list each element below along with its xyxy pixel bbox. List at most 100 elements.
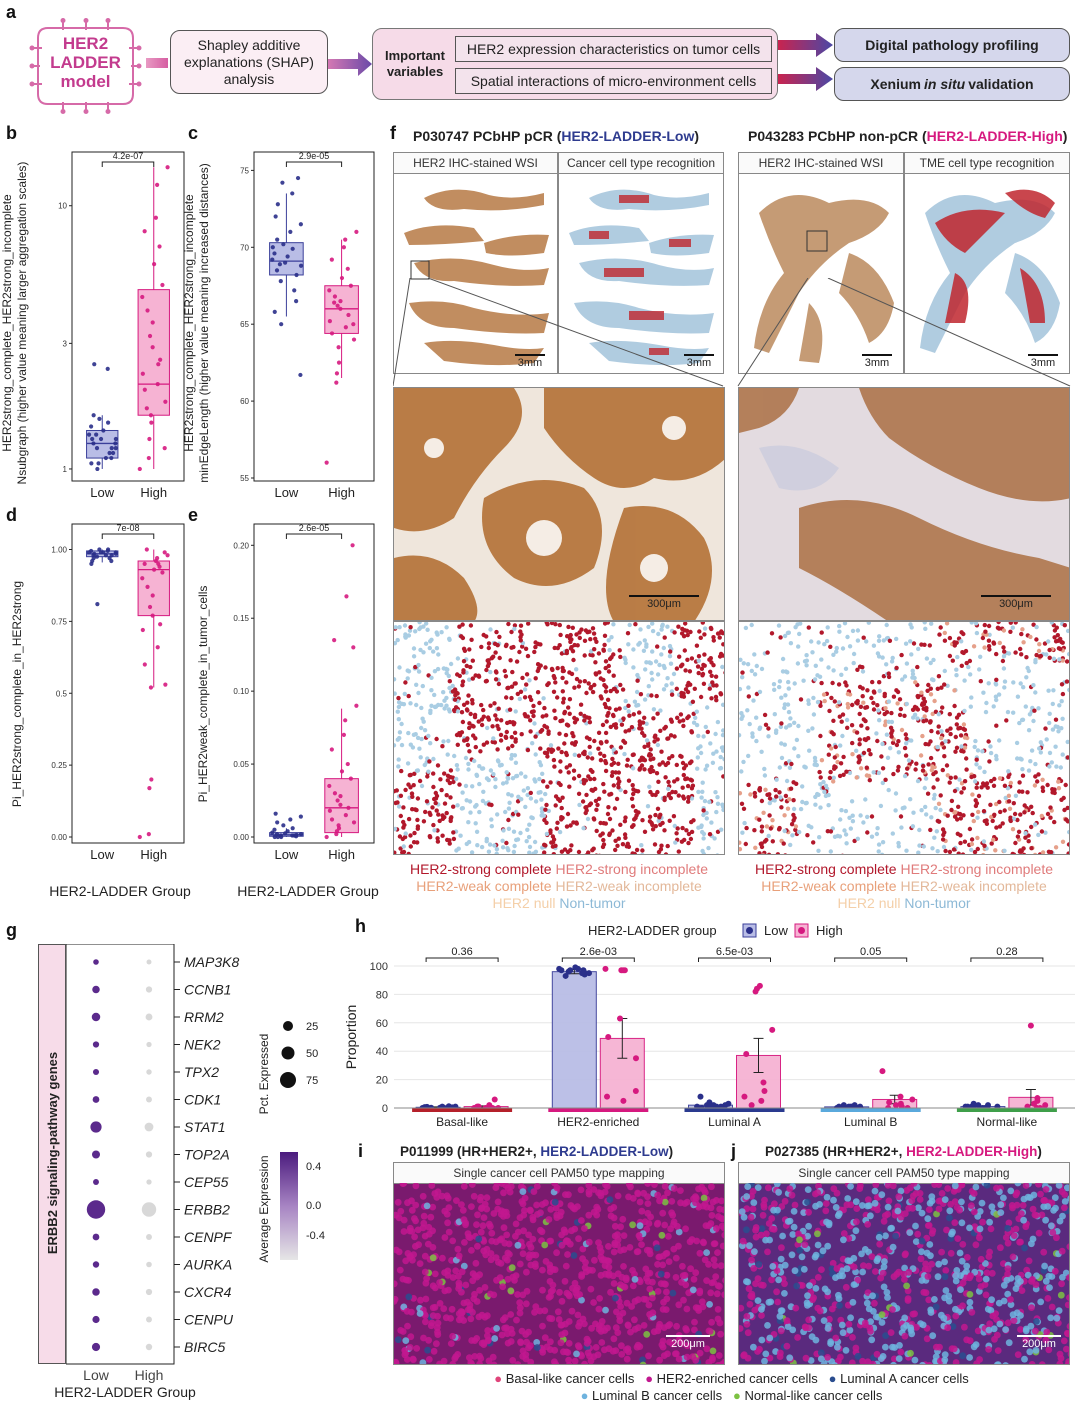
cell-dot	[723, 671, 724, 675]
cell-dot	[416, 669, 422, 674]
cell-dot	[972, 849, 978, 854]
pam50-cell-dot	[1004, 1319, 1012, 1327]
pam50-cell-dot	[1033, 1317, 1040, 1325]
cell-dot	[843, 666, 849, 671]
cell-dot	[565, 634, 570, 639]
cell-dot	[948, 726, 953, 731]
cell-dot	[519, 732, 524, 737]
panel-d-ylabel: Pi_HER2strong_complete_in_HER2strong	[10, 580, 24, 808]
cell-dot	[593, 786, 598, 792]
bar-data-point	[761, 1087, 768, 1094]
pam50-cell-dot	[498, 1183, 506, 1187]
cell-dot	[1013, 793, 1019, 798]
panel-c-ylabel-line2: minEdgeLength (higher value meaning incr…	[197, 163, 211, 483]
pam50-cell-dot	[499, 1316, 507, 1324]
cell-dot	[1011, 710, 1016, 715]
cell-dot	[710, 760, 716, 765]
cell-dot	[556, 781, 562, 786]
cell-dot	[674, 666, 680, 671]
pam50-cell-dot	[863, 1299, 871, 1307]
cell-dot	[412, 771, 417, 776]
pam50-cell-dot	[634, 1189, 641, 1197]
pam50-cell-dot	[946, 1214, 953, 1222]
cell-dot	[798, 697, 804, 702]
pam50-cell-dot	[1061, 1198, 1069, 1205]
cell-dot	[922, 622, 927, 625]
pam50-cell-dot	[687, 1265, 694, 1273]
pam50-cell-dot	[659, 1337, 667, 1345]
cell-dot	[986, 681, 991, 686]
cell-dot	[527, 822, 532, 827]
cell-dot	[1066, 851, 1069, 854]
cell-dot	[721, 774, 724, 779]
pam50-cell-dot	[1022, 1336, 1030, 1344]
cell-dot	[531, 851, 536, 854]
category-color-strip	[684, 1108, 785, 1112]
pam50-cell-dot	[938, 1190, 946, 1197]
pam50-cell-dot	[1017, 1326, 1024, 1333]
data-point	[86, 432, 92, 437]
cell-dot	[996, 622, 1001, 625]
cell-dot	[537, 760, 542, 765]
cell-dot	[505, 846, 510, 851]
cell-dot	[467, 677, 472, 682]
cell-dot	[928, 686, 933, 691]
pam50-cell-dot	[908, 1330, 916, 1338]
pam50-cell-dot	[536, 1307, 544, 1315]
panel-f-legend-left: HER2-strong complete HER2-strong incompl…	[393, 861, 725, 912]
pam50-cell-dot	[596, 1295, 603, 1302]
cell-dot	[886, 719, 891, 724]
data-point	[336, 345, 341, 350]
cell-dot	[967, 826, 973, 832]
cell-dot	[452, 697, 458, 702]
pam50-cell-dot	[977, 1255, 985, 1263]
cell-dot	[1005, 786, 1011, 791]
cell-dot	[694, 722, 700, 728]
bar-data-point	[567, 967, 574, 974]
cell-dot	[544, 622, 549, 625]
cell-dot	[593, 660, 598, 665]
cell-dot	[928, 692, 934, 697]
cell-dot	[1015, 694, 1021, 699]
pam50-cell-dot	[1051, 1194, 1059, 1202]
cell-dot	[512, 753, 518, 758]
cell-dot	[1026, 728, 1032, 733]
pam50-cell-dot	[1055, 1307, 1063, 1314]
cell-dot	[507, 800, 512, 805]
pam50-cell-dot	[696, 1349, 704, 1357]
pam50-cell-dot	[654, 1219, 662, 1227]
y-tick-label: 0.05	[233, 760, 249, 769]
panel-i-map-image	[394, 1183, 724, 1364]
data-point	[270, 257, 275, 262]
pam50-cell-dot	[665, 1233, 672, 1240]
pam50-cell-dot	[547, 1237, 555, 1245]
cell-dot	[711, 638, 716, 643]
pam50-cell-dot	[499, 1283, 507, 1291]
cell-dot	[980, 749, 985, 754]
pam50-cell-dot	[438, 1192, 446, 1200]
cell-dot	[401, 825, 406, 830]
pam50-cell-dot	[394, 1198, 402, 1206]
pam50-cell-dot	[442, 1314, 450, 1322]
y-tick-label: 60	[240, 397, 249, 406]
pam50-cell-dot	[800, 1209, 808, 1216]
pam50-cell-dot	[982, 1275, 990, 1283]
pam50-cell-dot	[858, 1250, 865, 1258]
cell-dot	[1020, 789, 1025, 794]
cell-dot	[847, 644, 853, 649]
cell-dot	[467, 647, 472, 652]
pam50-legend-lumb: ● Luminal B cancer cells	[580, 1388, 723, 1403]
cell-dot	[934, 829, 939, 834]
pam50-cell-dot	[1037, 1190, 1044, 1198]
cell-dot	[715, 801, 721, 806]
data-point	[146, 832, 151, 837]
cell-dot	[765, 792, 770, 797]
data-point	[335, 303, 340, 308]
cell-dot	[1008, 780, 1013, 786]
cell-dot	[876, 842, 882, 847]
cell-dot	[530, 741, 535, 746]
cell-dot	[514, 774, 519, 779]
cell-dot	[919, 808, 924, 813]
cell-dot	[794, 737, 800, 743]
cell-dot	[821, 692, 827, 697]
